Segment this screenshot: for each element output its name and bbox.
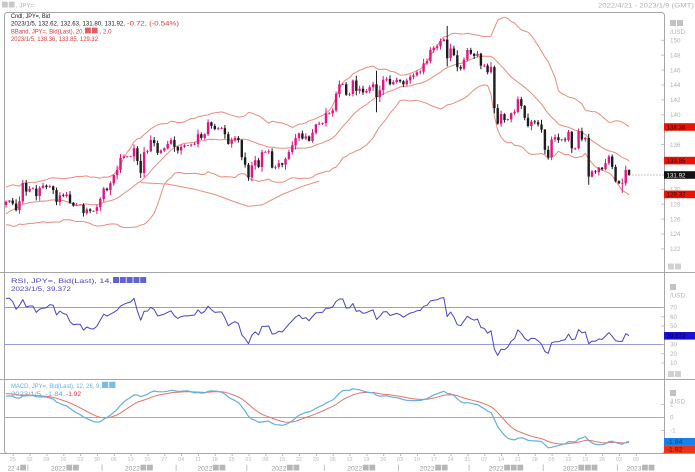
- svg-text:2022: 2022: [489, 466, 504, 472]
- svg-text:10: 10: [670, 360, 678, 367]
- svg-text:1: 1: [670, 402, 674, 409]
- svg-text:26: 26: [380, 457, 386, 463]
- svg-text:22 4: 22 4: [8, 466, 20, 472]
- svg-text:30: 30: [94, 457, 100, 463]
- svg-text:130: 130: [670, 187, 681, 194]
- svg-text:126: 126: [670, 216, 681, 223]
- svg-text:2022: 2022: [197, 466, 212, 472]
- svg-text:19: 19: [582, 457, 588, 463]
- svg-text:131.92: 131.92: [667, 172, 687, 179]
- svg-text:2022/4/21 - 2023/1/9 (GMT): 2022/4/21 - 2023/1/9 (GMT): [598, 3, 694, 10]
- svg-text:18: 18: [212, 457, 218, 463]
- svg-text:2023/1/5, 39.372: 2023/1/5, 39.372: [11, 286, 71, 293]
- svg-text:12: 12: [346, 457, 352, 463]
- svg-text:129.32: 129.32: [667, 192, 687, 199]
- svg-text:, 2.0: , 2.0: [100, 28, 113, 35]
- svg-text:15: 15: [279, 457, 285, 463]
- svg-text:2023/1/5, 132.62, 132.63, 131.: 2023/1/5, 132.62, 132.63, 131.80, 131.92…: [11, 21, 125, 28]
- svg-text:06: 06: [111, 457, 117, 463]
- svg-text:2022: 2022: [271, 466, 286, 472]
- svg-text:13: 13: [128, 457, 134, 463]
- svg-text:2022: 2022: [563, 466, 578, 472]
- svg-text:122: 122: [670, 246, 681, 253]
- svg-text:19: 19: [363, 457, 369, 463]
- svg-text:25: 25: [10, 457, 16, 463]
- svg-text:/USD: /USD: [670, 293, 685, 300]
- svg-text:146: 146: [670, 67, 681, 74]
- svg-text:0: 0: [670, 415, 674, 422]
- svg-text:2022: 2022: [420, 466, 435, 472]
- svg-text:04: 04: [178, 457, 184, 463]
- svg-text:09: 09: [633, 457, 639, 463]
- svg-text:01: 01: [245, 457, 251, 463]
- svg-text:-1.92: -1.92: [66, 391, 81, 398]
- svg-text:BBand, JPY=, Bid(Last), 20,: BBand, JPY=, Bid(Last), 20,: [11, 28, 84, 35]
- svg-text:60: 60: [670, 314, 678, 321]
- svg-text:22: 22: [296, 457, 302, 463]
- svg-text:25: 25: [229, 457, 235, 463]
- svg-text:24: 24: [448, 457, 454, 463]
- svg-text:2023/1/5, -1.84,: 2023/1/5, -1.84,: [11, 391, 65, 398]
- svg-text:31: 31: [464, 457, 470, 463]
- svg-text:20: 20: [144, 457, 150, 463]
- svg-text:29: 29: [313, 457, 319, 463]
- svg-text:30: 30: [670, 342, 678, 349]
- svg-text:16: 16: [60, 457, 66, 463]
- svg-text:12: 12: [565, 457, 571, 463]
- svg-text:14: 14: [498, 457, 504, 463]
- svg-text:05: 05: [330, 457, 336, 463]
- svg-text:2023: 2023: [627, 466, 642, 472]
- svg-text:Cndl, JPY=, Bid: Cndl, JPY=, Bid: [11, 13, 50, 20]
- svg-text:, JPY=: , JPY=: [16, 3, 34, 10]
- svg-text:124: 124: [670, 231, 681, 238]
- svg-text:05: 05: [549, 457, 555, 463]
- svg-text:02: 02: [27, 457, 33, 463]
- svg-text:27: 27: [161, 457, 167, 463]
- svg-text:142: 142: [670, 97, 681, 104]
- svg-text:133.85: 133.85: [667, 158, 687, 165]
- svg-text:26: 26: [599, 457, 605, 463]
- svg-text:-1.92: -1.92: [667, 446, 684, 453]
- svg-text:20: 20: [670, 351, 678, 358]
- svg-text:39.372: 39.372: [667, 333, 687, 340]
- svg-text:136: 136: [670, 142, 681, 149]
- svg-text:03: 03: [397, 457, 403, 463]
- svg-text:07: 07: [481, 457, 487, 463]
- svg-text:2022: 2022: [51, 466, 66, 472]
- svg-text:/USD: /USD: [670, 399, 685, 406]
- svg-text:11: 11: [195, 457, 201, 463]
- svg-text:50: 50: [670, 323, 678, 330]
- svg-text:-1.84: -1.84: [667, 439, 684, 446]
- svg-text:150: 150: [670, 38, 681, 45]
- svg-text:2022: 2022: [347, 466, 362, 472]
- svg-text:2023/1/5, 138.36, 133.85, 129.: 2023/1/5, 138.36, 133.85, 129.32: [11, 36, 99, 43]
- svg-text:21: 21: [515, 457, 521, 463]
- svg-text:08: 08: [262, 457, 268, 463]
- svg-text:RSI, JPY=, Bid(Last), 14,: RSI, JPY=, Bid(Last), 14,: [11, 278, 112, 285]
- svg-text:23: 23: [77, 457, 83, 463]
- svg-text:09: 09: [43, 457, 49, 463]
- svg-text:144: 144: [670, 82, 681, 89]
- svg-text:28: 28: [532, 457, 538, 463]
- svg-text:148: 148: [670, 52, 681, 59]
- svg-text:-1: -1: [670, 428, 676, 435]
- svg-text:2022: 2022: [125, 466, 140, 472]
- svg-text:MACD, JPY=, Bid(Last), 12, 26,: MACD, JPY=, Bid(Last), 12, 26, 9,: [11, 383, 101, 390]
- svg-text:/USD: /USD: [670, 29, 685, 36]
- svg-text:-0.72, (-0.54%): -0.72, (-0.54%): [127, 21, 179, 28]
- svg-text:17: 17: [431, 457, 437, 463]
- svg-text:02: 02: [616, 457, 622, 463]
- svg-text:70: 70: [670, 305, 678, 312]
- svg-text:10: 10: [414, 457, 420, 463]
- svg-text:128: 128: [670, 201, 681, 208]
- svg-text:138.36: 138.36: [667, 124, 687, 131]
- svg-text:140: 140: [670, 112, 681, 119]
